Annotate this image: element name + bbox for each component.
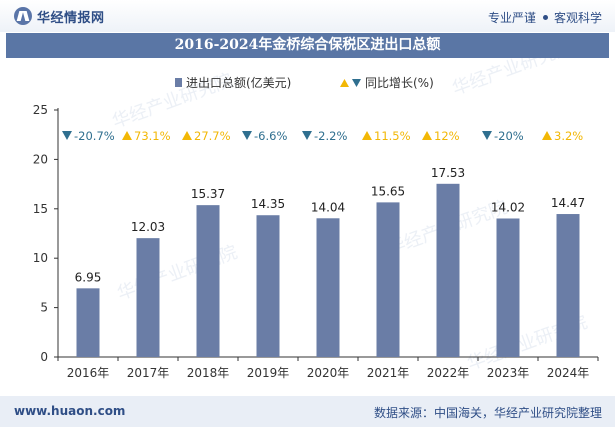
legend-up-triangle-icon (340, 79, 349, 87)
legend-growth-label: 同比增长(%) (365, 76, 434, 90)
y-tick-label: 5 (40, 301, 48, 315)
bar (496, 218, 520, 357)
bar-value-label: 14.02 (491, 200, 525, 214)
growth-up-triangle-icon (542, 131, 552, 140)
bar-value-label: 14.04 (311, 200, 345, 214)
x-tick-label: 2016年 (67, 366, 110, 380)
footer: www.huaon.com 数据来源：中国海关，华经产业研究院整理 (0, 396, 615, 427)
x-tick-label: 2018年 (187, 366, 230, 380)
brand-logo-icon (14, 7, 32, 25)
chart-title: 2016-2024年金桥综合保税区进出口总额 (174, 37, 441, 53)
growth-up-triangle-icon (122, 131, 132, 140)
bar-value-labels: 6.95 12.03 15.37 14.35 14.04 15.65 17.53 14.02 1… (75, 166, 586, 285)
bar-value-label: 14.35 (251, 197, 285, 211)
bar (376, 202, 400, 357)
bar (76, 288, 100, 357)
slogan-left: 专业严谨 (487, 11, 536, 25)
bar-value-label: 15.65 (371, 184, 405, 198)
x-tick-label: 2022年 (427, 366, 470, 380)
growth-up-triangle-icon (182, 131, 192, 140)
y-tick-label: 15 (33, 202, 48, 216)
top-bar: 华经情报网 专业严谨 客观科学 (0, 0, 615, 32)
bar-value-label: 15.37 (191, 187, 225, 201)
x-tick-label: 2021年 (367, 366, 410, 380)
bars (76, 183, 580, 357)
bar (256, 215, 280, 357)
y-tick-label: 0 (40, 350, 48, 364)
legend-bar-swatch (175, 78, 182, 87)
growth-label: -20.7% (74, 129, 115, 143)
bar-value-label: 14.47 (551, 196, 585, 210)
x-axis: 2016年 2017年 2018年 2019年 2020年 2021年 2022年 2023年… (57, 356, 599, 380)
bullet-dot-icon (542, 15, 548, 20)
slogan: 专业严谨 客观科学 (488, 9, 602, 26)
growth-label: 12% (434, 129, 460, 143)
growth-label: -20% (494, 129, 524, 143)
x-tick-label: 2020年 (307, 366, 350, 380)
y-axis: 0 5 10 15 20 25 (33, 103, 59, 364)
growth-label: -6.6% (254, 129, 287, 143)
watermark-text: 华经产业研究院 (115, 242, 241, 305)
bar-value-label: 6.95 (75, 270, 102, 284)
growth-down-triangle-icon (482, 131, 492, 140)
x-tick-label: 2019年 (247, 366, 290, 380)
growth-label: 73.1% (134, 129, 171, 143)
y-tick-label: 10 (33, 251, 48, 265)
y-tick-label: 20 (33, 152, 48, 166)
growth-up-triangle-icon (362, 131, 372, 140)
legend: 进出口总额(亿美元) 同比增长(%) (175, 75, 434, 90)
watermark-text: 华经产业研究院 (450, 58, 576, 100)
growth-label: 27.7% (194, 129, 231, 143)
footer-source: 数据来源：中国海关，华经产业研究院整理 (373, 406, 602, 420)
growth-down-triangle-icon (302, 131, 312, 140)
bar-value-label: 17.53 (431, 166, 465, 180)
brand: 华经情报网 (14, 7, 105, 26)
bar (436, 183, 460, 357)
bar (136, 238, 160, 357)
x-tick-label: 2017年 (127, 366, 170, 380)
growth-down-triangle-icon (242, 131, 252, 140)
bar-value-label: 12.03 (131, 220, 165, 234)
growth-label: 3.2% (554, 129, 583, 143)
growth-row: -20.7% 73.1% 27.7% -6.6% -2.2% 11.5% 12% -20% 3.… (62, 129, 583, 143)
footer-url: www.huaon.com (14, 404, 126, 418)
slogan-right: 客观科学 (553, 11, 602, 25)
growth-down-triangle-icon (62, 131, 72, 140)
y-tick-label: 25 (33, 103, 48, 117)
bar-chart: 华经产业研究院华经产业研究院华经产业研究院华经产业研究院华经产业研究院 进出口总… (33, 58, 599, 380)
legend-down-triangle-icon (352, 79, 361, 87)
legend-bar-label: 进出口总额(亿美元) (186, 75, 291, 90)
bar (196, 205, 220, 357)
bar (316, 218, 340, 357)
x-tick-label: 2024年 (547, 366, 590, 380)
title-bar: 2016-2024年金桥综合保税区进出口总额 (6, 33, 609, 58)
brand-name: 华经情报网 (37, 10, 105, 26)
growth-label: -2.2% (314, 129, 347, 143)
bar (556, 214, 580, 357)
growth-up-triangle-icon (422, 131, 432, 140)
growth-label: 11.5% (374, 129, 411, 143)
x-tick-label: 2023年 (487, 366, 530, 380)
